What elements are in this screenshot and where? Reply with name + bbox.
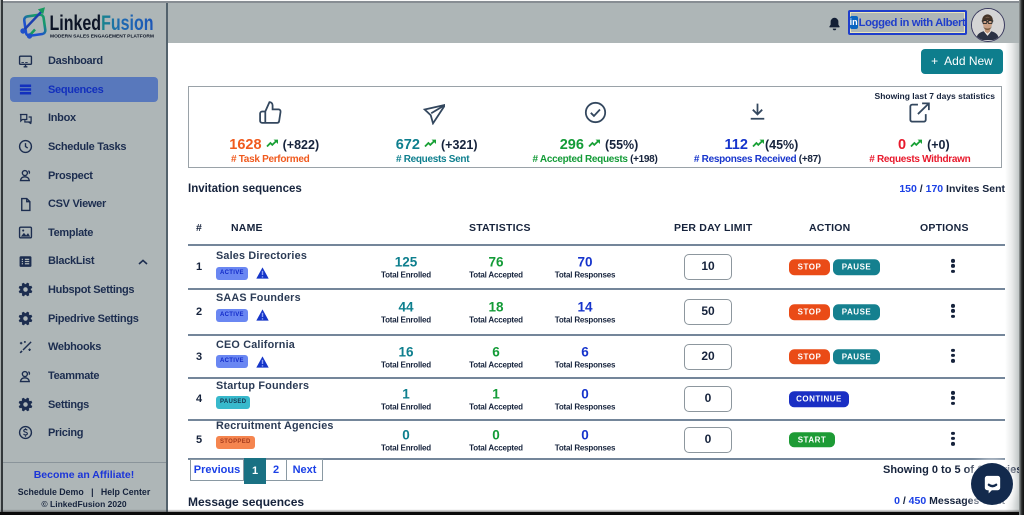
svg-text:MODERN SALES ENGAGEMENT PLATFO: MODERN SALES ENGAGEMENT PLATFORM <box>50 34 154 40</box>
svg-text:LinkedFusion: LinkedFusion <box>50 12 154 35</box>
